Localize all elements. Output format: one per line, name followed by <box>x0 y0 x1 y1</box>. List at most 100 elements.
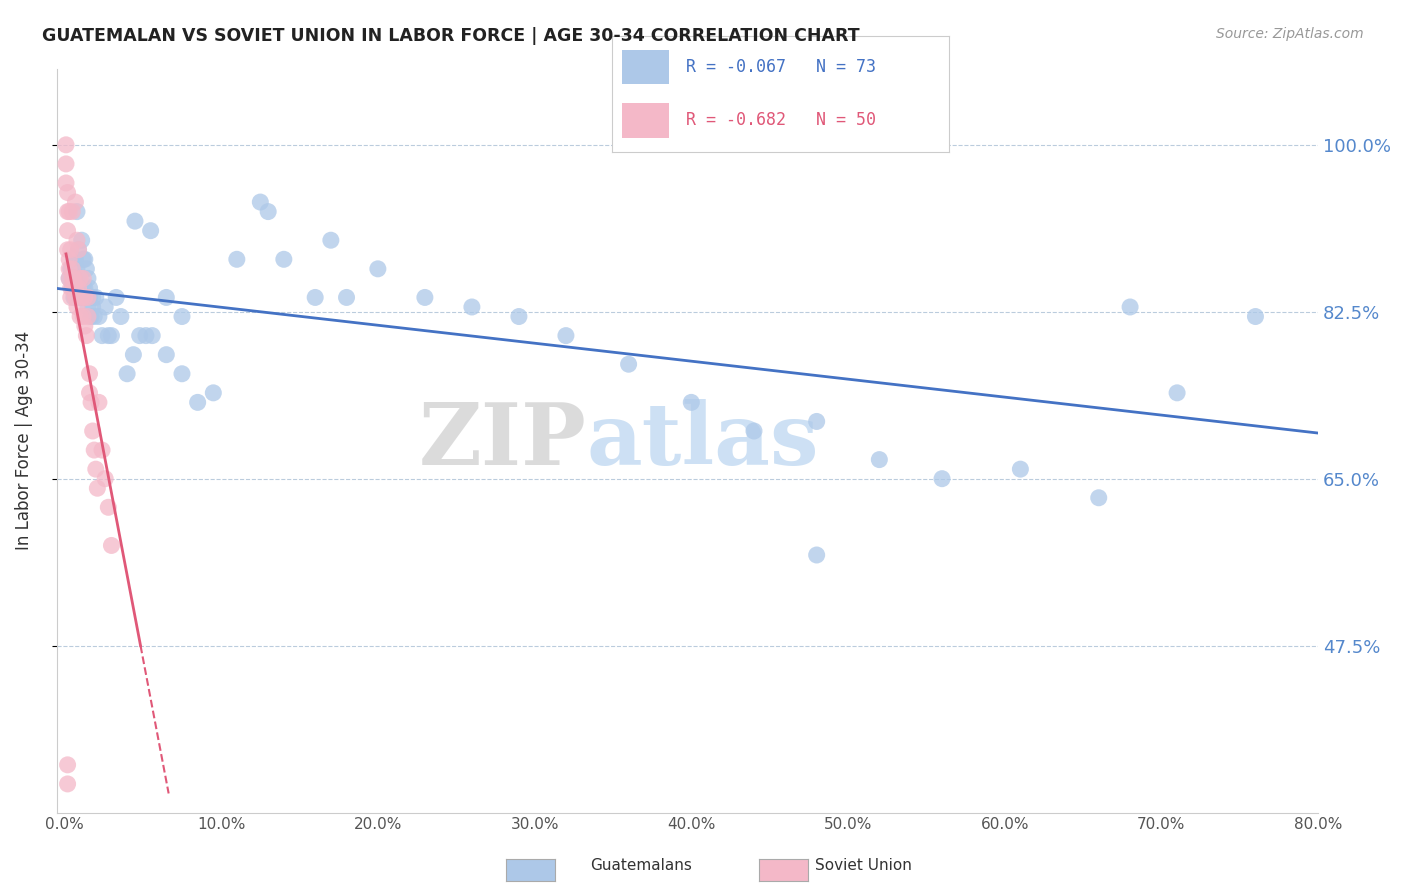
Point <box>67 243 90 257</box>
Point <box>79 290 101 304</box>
Text: R = -0.682   N = 50: R = -0.682 N = 50 <box>686 112 876 129</box>
Point <box>135 328 157 343</box>
FancyBboxPatch shape <box>621 50 669 85</box>
Point <box>128 328 150 343</box>
Point <box>60 261 83 276</box>
Point <box>1323 290 1346 304</box>
Point <box>202 385 225 400</box>
Point <box>56 186 79 200</box>
Point <box>1119 300 1142 314</box>
Text: Source: ZipAtlas.com: Source: ZipAtlas.com <box>1216 27 1364 41</box>
Point <box>1087 491 1109 505</box>
Point <box>83 443 105 458</box>
Point <box>70 233 93 247</box>
Point <box>73 319 96 334</box>
Point <box>56 224 79 238</box>
Point <box>58 271 80 285</box>
Point <box>77 271 100 285</box>
Point <box>806 414 828 428</box>
Point <box>59 261 82 276</box>
Point <box>91 443 114 458</box>
Point <box>141 328 163 343</box>
Point <box>508 310 530 324</box>
Point <box>84 462 107 476</box>
Point <box>155 290 177 304</box>
Point <box>56 777 79 791</box>
Point <box>94 472 117 486</box>
Point <box>60 281 83 295</box>
Point <box>868 452 890 467</box>
Point <box>225 252 247 267</box>
Point <box>72 252 94 267</box>
Point <box>69 290 91 304</box>
Point <box>806 548 828 562</box>
Point <box>77 310 100 324</box>
Point <box>105 290 128 304</box>
Point <box>931 472 953 486</box>
Point <box>63 271 86 285</box>
Point <box>97 500 120 515</box>
Text: R = -0.067   N = 73: R = -0.067 N = 73 <box>686 58 876 76</box>
Point <box>82 424 104 438</box>
Point <box>67 243 90 257</box>
Text: atlas: atlas <box>586 399 818 483</box>
Point <box>56 204 79 219</box>
Point <box>86 481 108 495</box>
Point <box>79 367 101 381</box>
Point <box>60 271 83 285</box>
Point <box>66 233 89 247</box>
Point <box>249 195 271 210</box>
Point <box>555 328 578 343</box>
Point <box>63 252 86 267</box>
Point <box>77 290 100 304</box>
Point <box>56 243 79 257</box>
Point <box>304 290 326 304</box>
Point <box>75 328 97 343</box>
Point <box>73 281 96 295</box>
Point <box>80 395 103 409</box>
Point <box>69 271 91 285</box>
Point <box>67 281 90 295</box>
Point <box>67 271 90 285</box>
Point <box>58 261 80 276</box>
Point <box>187 395 209 409</box>
Point <box>170 367 193 381</box>
Point <box>77 300 100 314</box>
Text: ZIP: ZIP <box>419 399 586 483</box>
Point <box>110 310 132 324</box>
Point <box>79 281 101 295</box>
Point <box>97 328 120 343</box>
Point <box>75 261 97 276</box>
Point <box>257 204 280 219</box>
Point <box>56 757 79 772</box>
Point <box>82 290 104 304</box>
Point <box>66 261 89 276</box>
Text: GUATEMALAN VS SOVIET UNION IN LABOR FORCE | AGE 30-34 CORRELATION CHART: GUATEMALAN VS SOVIET UNION IN LABOR FORC… <box>42 27 860 45</box>
Point <box>617 357 640 371</box>
Point <box>100 538 122 552</box>
Point <box>115 367 138 381</box>
Point <box>80 310 103 324</box>
Point <box>681 395 703 409</box>
Point <box>122 348 145 362</box>
Point <box>55 176 77 190</box>
Point <box>1244 310 1267 324</box>
Point <box>55 157 77 171</box>
Point <box>65 281 87 295</box>
Point <box>84 290 107 304</box>
Point <box>72 310 94 324</box>
Point <box>87 395 110 409</box>
Point <box>273 252 295 267</box>
Point <box>461 300 484 314</box>
Point <box>1010 462 1032 476</box>
FancyBboxPatch shape <box>621 103 669 137</box>
Point <box>58 252 80 267</box>
Y-axis label: In Labor Force | Age 30-34: In Labor Force | Age 30-34 <box>15 331 32 550</box>
Point <box>58 204 80 219</box>
Point <box>70 290 93 304</box>
Point <box>72 271 94 285</box>
Point <box>70 290 93 304</box>
Point <box>139 224 162 238</box>
Point <box>73 252 96 267</box>
Point <box>1166 385 1188 400</box>
